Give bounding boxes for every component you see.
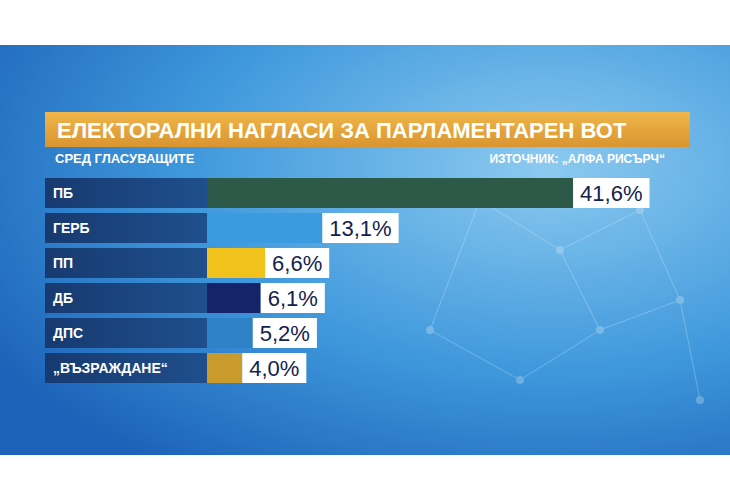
value-label-box [253, 318, 317, 348]
labels: ПБ 41,6% ГЕРБ 13,1% ПП 6,6% ДБ 6,1% ДПС 5,2% „ВЪЗР… [45, 178, 649, 383]
deco-line [520, 330, 600, 380]
category-box [45, 178, 207, 208]
deco-node [556, 246, 564, 254]
value-label: 6,1% [268, 286, 318, 311]
value-label-box [573, 178, 649, 208]
bar [207, 353, 242, 383]
deco-node [426, 326, 434, 334]
value-label: 13,1% [329, 216, 391, 241]
value-label-box [265, 248, 329, 278]
category-label: ГЕРБ [53, 220, 90, 236]
category-box [45, 318, 207, 348]
chart-container: ЕЛЕКТОРАЛНИ НАГЛАСИ ЗА ПАРЛАМЕНТАРЕН ВОТ… [0, 0, 730, 500]
deco-line [680, 300, 700, 400]
category-label: ПП [53, 255, 73, 271]
category-label: ПБ [53, 185, 73, 201]
deco-node [676, 296, 684, 304]
category-box [45, 283, 207, 313]
title: ЕЛЕКТОРАЛНИ НАГЛАСИ ЗА ПАРЛАМЕНТАРЕН ВОТ [57, 118, 627, 143]
category-box [45, 353, 207, 383]
bar [207, 318, 253, 348]
deco-node [696, 396, 704, 404]
deco-line [430, 330, 520, 380]
category-label: ДБ [53, 290, 73, 306]
deco-line [430, 200, 480, 330]
subtitle: СРЕД ГЛАСУВАЩИТЕ [55, 151, 195, 166]
decoration [426, 196, 704, 404]
deco-line [640, 210, 680, 300]
bar [207, 248, 265, 278]
value-label-box [242, 353, 306, 383]
chart-svg: ЕЛЕКТОРАЛНИ НАГЛАСИ ЗА ПАРЛАМЕНТАРЕН ВОТ… [0, 0, 730, 500]
category-label: „ВЪЗРАЖДАНЕ“ [53, 360, 168, 376]
value-label: 6,6% [272, 251, 322, 276]
background [0, 45, 730, 455]
bars [207, 178, 573, 383]
deco-line [560, 210, 640, 250]
title-bar [45, 112, 690, 147]
value-label: 5,2% [260, 321, 310, 346]
value-label-box [261, 283, 325, 313]
value-label-box [322, 213, 398, 243]
bar [207, 213, 322, 243]
deco-node [516, 376, 524, 384]
category-label: ДПС [53, 325, 83, 341]
bar [207, 283, 261, 313]
bar [207, 178, 573, 208]
deco-line [600, 300, 680, 330]
category-box [45, 213, 207, 243]
value-label: 41,6% [580, 181, 642, 206]
category-box [45, 248, 207, 278]
source-note: ИЗТОЧНИК: „АЛФА РИСЪРЧ“ [489, 152, 665, 166]
value-label: 4,0% [249, 356, 299, 381]
deco-node [596, 326, 604, 334]
deco-line [560, 250, 600, 330]
